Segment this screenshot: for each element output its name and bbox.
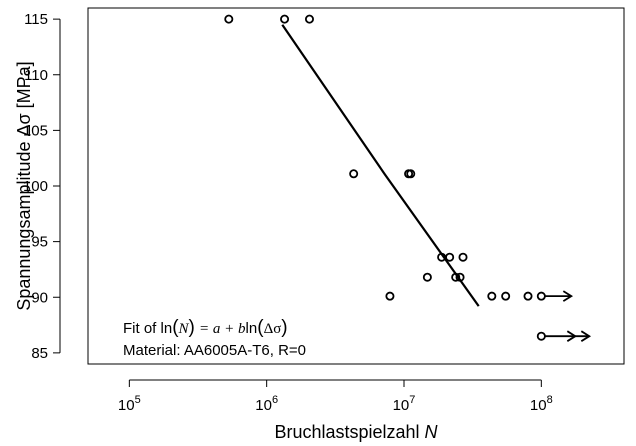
fit-annotation: Fit of ln(N) = a + bln(Δσ) Material: AA6…	[123, 317, 306, 359]
data-point	[487, 291, 497, 301]
data-point	[224, 14, 234, 24]
x-tick-label: 108	[530, 394, 553, 414]
runout-arrow-head	[562, 290, 574, 302]
y-tick-label: 90	[31, 289, 48, 306]
data-point	[536, 331, 546, 341]
y-tick-label: 115	[24, 11, 48, 28]
y-axis: 85 90 95 100 105 110 115	[23, 11, 61, 362]
x-axis: 105 106 107 108	[118, 379, 553, 414]
data-point	[455, 272, 465, 282]
data-point	[280, 14, 290, 24]
data-point	[304, 14, 314, 24]
fit-equation: Fit of ln(N) = a + bln(Δσ)	[123, 317, 288, 338]
data-point	[458, 252, 468, 262]
material-label: Material: AA6005A-T6, R=0	[123, 342, 306, 359]
y-tick-label: 95	[31, 234, 48, 251]
plot-frame	[87, 7, 625, 365]
data-point	[501, 291, 511, 301]
runout-arrows	[545, 290, 592, 342]
x-tick-label: 106	[255, 394, 278, 414]
data-point	[451, 272, 461, 282]
data-point	[536, 291, 546, 301]
data-point	[406, 169, 416, 179]
data-point	[385, 291, 395, 301]
fit-line-path	[281, 24, 480, 307]
data-point	[445, 252, 455, 262]
x-tick-label: 105	[118, 394, 141, 414]
y-tick-label: 110	[24, 67, 48, 84]
y-tick-label: 85	[31, 345, 48, 362]
x-axis-label: Bruchlastspielzahl N	[274, 422, 438, 442]
data-point	[523, 291, 533, 301]
y-tick-label: 105	[23, 122, 48, 139]
data-point	[422, 272, 432, 282]
runout-arrow-head	[580, 330, 592, 342]
data-points	[224, 14, 546, 341]
x-tick-label: 107	[393, 394, 416, 414]
y-axis-label: Spannungsamplitude Δσ [MPa]	[14, 61, 34, 310]
data-point	[349, 169, 359, 179]
runout-arrow-head	[566, 330, 578, 342]
fit-line	[281, 24, 480, 307]
y-tick-label: 100	[23, 178, 48, 195]
